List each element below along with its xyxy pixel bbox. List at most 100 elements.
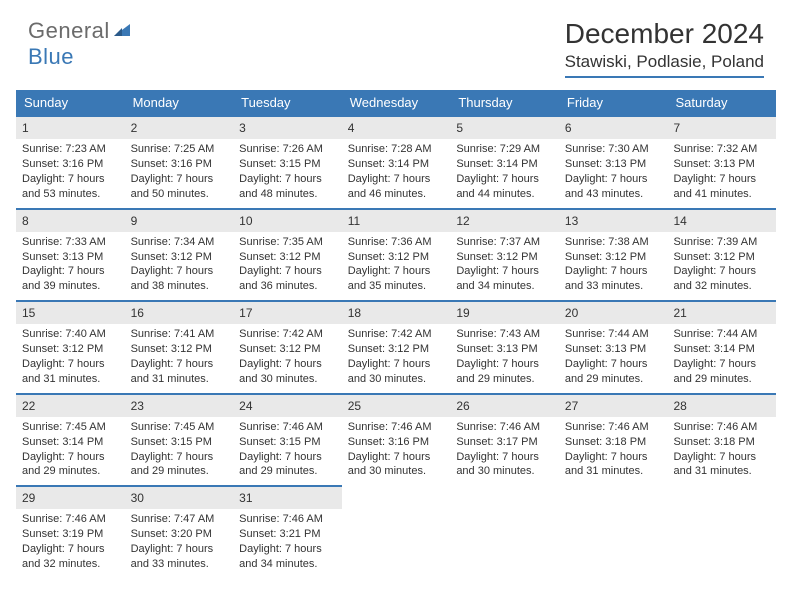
day-cell-empty <box>559 485 668 578</box>
daylight-line: Daylight: 7 hours and 29 minutes. <box>131 450 228 480</box>
sunrise-line: Sunrise: 7:46 AM <box>456 420 553 435</box>
day-cell: 15Sunrise: 7:40 AMSunset: 3:12 PMDayligh… <box>16 300 125 393</box>
day-cell: 13Sunrise: 7:38 AMSunset: 3:12 PMDayligh… <box>559 208 668 301</box>
day-cell: 20Sunrise: 7:44 AMSunset: 3:13 PMDayligh… <box>559 300 668 393</box>
sunrise-line: Sunrise: 7:44 AM <box>673 327 770 342</box>
daylight-line: Daylight: 7 hours and 29 minutes. <box>22 450 119 480</box>
daylight-line: Daylight: 7 hours and 30 minutes. <box>348 357 445 387</box>
sunrise-line: Sunrise: 7:47 AM <box>131 512 228 527</box>
sunrise-line: Sunrise: 7:34 AM <box>131 235 228 250</box>
day-number: 18 <box>342 302 451 324</box>
sunset-line: Sunset: 3:20 PM <box>131 527 228 542</box>
daylight-line: Daylight: 7 hours and 31 minutes. <box>131 357 228 387</box>
daylight-line: Daylight: 7 hours and 34 minutes. <box>239 542 336 572</box>
sunrise-line: Sunrise: 7:39 AM <box>673 235 770 250</box>
day-cell: 12Sunrise: 7:37 AMSunset: 3:12 PMDayligh… <box>450 208 559 301</box>
dow-thursday: Thursday <box>450 90 559 115</box>
day-number: 28 <box>667 395 776 417</box>
day-cell: 3Sunrise: 7:26 AMSunset: 3:15 PMDaylight… <box>233 115 342 208</box>
day-number: 4 <box>342 117 451 139</box>
day-cell: 9Sunrise: 7:34 AMSunset: 3:12 PMDaylight… <box>125 208 234 301</box>
day-number: 25 <box>342 395 451 417</box>
sunset-line: Sunset: 3:13 PM <box>456 342 553 357</box>
day-cell: 31Sunrise: 7:46 AMSunset: 3:21 PMDayligh… <box>233 485 342 578</box>
day-cell: 25Sunrise: 7:46 AMSunset: 3:16 PMDayligh… <box>342 393 451 486</box>
sunrise-line: Sunrise: 7:45 AM <box>22 420 119 435</box>
daylight-line: Daylight: 7 hours and 31 minutes. <box>565 450 662 480</box>
day-cell: 8Sunrise: 7:33 AMSunset: 3:13 PMDaylight… <box>16 208 125 301</box>
day-number: 12 <box>450 210 559 232</box>
sunset-line: Sunset: 3:17 PM <box>456 435 553 450</box>
daylight-line: Daylight: 7 hours and 35 minutes. <box>348 264 445 294</box>
dow-sunday: Sunday <box>16 90 125 115</box>
dow-saturday: Saturday <box>667 90 776 115</box>
sunset-line: Sunset: 3:12 PM <box>239 342 336 357</box>
daylight-line: Daylight: 7 hours and 29 minutes. <box>565 357 662 387</box>
logo-text-blue: Blue <box>28 44 74 69</box>
daylight-line: Daylight: 7 hours and 39 minutes. <box>22 264 119 294</box>
daylight-line: Daylight: 7 hours and 43 minutes. <box>565 172 662 202</box>
day-cell: 1Sunrise: 7:23 AMSunset: 3:16 PMDaylight… <box>16 115 125 208</box>
day-cell: 5Sunrise: 7:29 AMSunset: 3:14 PMDaylight… <box>450 115 559 208</box>
sunrise-line: Sunrise: 7:38 AM <box>565 235 662 250</box>
calendar: Sunday Monday Tuesday Wednesday Thursday… <box>16 90 776 578</box>
day-number: 19 <box>450 302 559 324</box>
daylight-line: Daylight: 7 hours and 29 minutes. <box>239 450 336 480</box>
day-cell: 22Sunrise: 7:45 AMSunset: 3:14 PMDayligh… <box>16 393 125 486</box>
week-row: 22Sunrise: 7:45 AMSunset: 3:14 PMDayligh… <box>16 393 776 486</box>
sunset-line: Sunset: 3:14 PM <box>673 342 770 357</box>
sunset-line: Sunset: 3:12 PM <box>22 342 119 357</box>
sunrise-line: Sunrise: 7:36 AM <box>348 235 445 250</box>
day-number: 3 <box>233 117 342 139</box>
sunrise-line: Sunrise: 7:25 AM <box>131 142 228 157</box>
sunrise-line: Sunrise: 7:43 AM <box>456 327 553 342</box>
day-number: 16 <box>125 302 234 324</box>
daylight-line: Daylight: 7 hours and 36 minutes. <box>239 264 336 294</box>
sunrise-line: Sunrise: 7:46 AM <box>673 420 770 435</box>
day-cell-empty <box>342 485 451 578</box>
daylight-line: Daylight: 7 hours and 38 minutes. <box>131 264 228 294</box>
sunset-line: Sunset: 3:14 PM <box>22 435 119 450</box>
sunset-line: Sunset: 3:12 PM <box>131 342 228 357</box>
sunset-line: Sunset: 3:12 PM <box>239 250 336 265</box>
week-row: 15Sunrise: 7:40 AMSunset: 3:12 PMDayligh… <box>16 300 776 393</box>
daylight-line: Daylight: 7 hours and 30 minutes. <box>348 450 445 480</box>
daylight-line: Daylight: 7 hours and 33 minutes. <box>565 264 662 294</box>
day-number: 27 <box>559 395 668 417</box>
sunrise-line: Sunrise: 7:42 AM <box>348 327 445 342</box>
sunset-line: Sunset: 3:18 PM <box>673 435 770 450</box>
sunset-line: Sunset: 3:18 PM <box>565 435 662 450</box>
day-cell: 27Sunrise: 7:46 AMSunset: 3:18 PMDayligh… <box>559 393 668 486</box>
sunrise-line: Sunrise: 7:30 AM <box>565 142 662 157</box>
day-cell: 4Sunrise: 7:28 AMSunset: 3:14 PMDaylight… <box>342 115 451 208</box>
day-number: 17 <box>233 302 342 324</box>
location-label: Stawiski, Podlasie, Poland <box>565 52 764 78</box>
month-title: December 2024 <box>565 18 764 50</box>
sunrise-line: Sunrise: 7:32 AM <box>673 142 770 157</box>
sunset-line: Sunset: 3:13 PM <box>565 342 662 357</box>
sunrise-line: Sunrise: 7:28 AM <box>348 142 445 157</box>
sunrise-line: Sunrise: 7:37 AM <box>456 235 553 250</box>
week-row: 8Sunrise: 7:33 AMSunset: 3:13 PMDaylight… <box>16 208 776 301</box>
day-cell: 23Sunrise: 7:45 AMSunset: 3:15 PMDayligh… <box>125 393 234 486</box>
day-cell: 19 Sunrise: 7:43 AMSunset: 3:13 PMDayligh… <box>450 300 559 393</box>
day-cell: 10Sunrise: 7:35 AMSunset: 3:12 PMDayligh… <box>233 208 342 301</box>
day-number: 9 <box>125 210 234 232</box>
daylight-line: Daylight: 7 hours and 29 minutes. <box>456 357 553 387</box>
daylight-line: Daylight: 7 hours and 30 minutes. <box>456 450 553 480</box>
daylight-line: Daylight: 7 hours and 32 minutes. <box>673 264 770 294</box>
week-row: 1Sunrise: 7:23 AMSunset: 3:16 PMDaylight… <box>16 115 776 208</box>
sunset-line: Sunset: 3:15 PM <box>131 435 228 450</box>
day-number: 30 <box>125 487 234 509</box>
sunrise-line: Sunrise: 7:26 AM <box>239 142 336 157</box>
day-number: 2 <box>125 117 234 139</box>
day-number: 5 <box>450 117 559 139</box>
day-number: 29 <box>16 487 125 509</box>
day-cell: 16Sunrise: 7:41 AMSunset: 3:12 PMDayligh… <box>125 300 234 393</box>
sunset-line: Sunset: 3:16 PM <box>348 435 445 450</box>
sunset-line: Sunset: 3:12 PM <box>348 250 445 265</box>
dow-tuesday: Tuesday <box>233 90 342 115</box>
daylight-line: Daylight: 7 hours and 41 minutes. <box>673 172 770 202</box>
day-cell: 28Sunrise: 7:46 AMSunset: 3:18 PMDayligh… <box>667 393 776 486</box>
sunset-line: Sunset: 3:15 PM <box>239 435 336 450</box>
